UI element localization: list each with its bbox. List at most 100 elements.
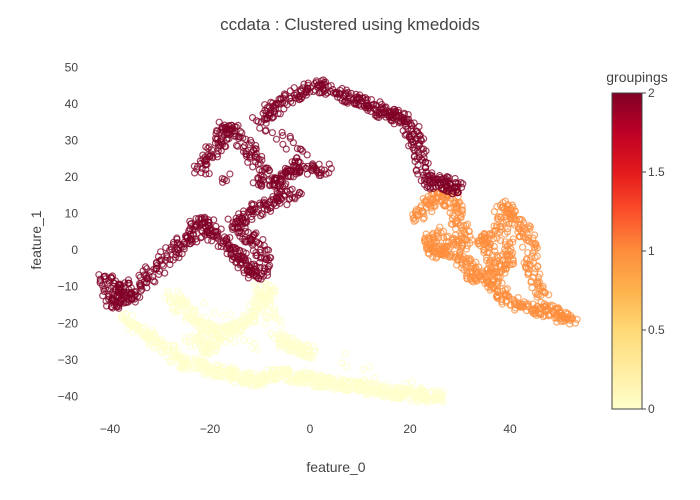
colorbar: groupings 0 0.5 1 1.5 2 (606, 69, 668, 416)
data-point (494, 287, 502, 295)
data-point (429, 233, 437, 241)
data-point (553, 314, 561, 322)
data-point (286, 94, 294, 103)
data-point (493, 268, 501, 276)
data-point (234, 142, 242, 150)
data-point (439, 244, 447, 252)
data-point (518, 303, 526, 311)
data-point (204, 151, 212, 159)
data-point (266, 261, 274, 270)
data-point (182, 316, 190, 324)
data-point (335, 90, 343, 98)
data-point (303, 84, 311, 92)
data-point (260, 305, 268, 313)
data-point (463, 275, 471, 283)
data-point (308, 352, 316, 360)
data-point (412, 216, 420, 224)
data-point (446, 180, 454, 188)
data-point (213, 367, 221, 375)
data-point (524, 236, 532, 244)
data-point (262, 374, 270, 382)
data-point (102, 302, 111, 310)
x-tick-label: −40 (100, 422, 121, 436)
data-point (256, 290, 264, 298)
y-tick-label: 30 (65, 133, 79, 147)
data-point (261, 320, 269, 328)
data-point (210, 232, 218, 240)
data-point (231, 247, 239, 255)
data-point (192, 335, 200, 343)
data-point (378, 103, 386, 111)
data-point (202, 143, 210, 151)
data-point (185, 338, 193, 346)
data-point (166, 246, 174, 254)
data-point (235, 253, 243, 261)
data-point (359, 365, 367, 373)
data-point (123, 317, 131, 325)
data-point (190, 309, 198, 317)
data-point (234, 229, 242, 237)
data-point (296, 188, 304, 196)
data-point (518, 243, 527, 251)
data-point (229, 223, 237, 231)
data-point (325, 160, 333, 168)
data-point (282, 145, 290, 153)
data-point (173, 308, 181, 316)
data-point (474, 237, 482, 245)
chart-title: ccdata : Clustered using kmedoids (220, 15, 480, 34)
data-point (417, 136, 425, 144)
data-point (424, 398, 432, 406)
y-axis-title: feature_1 (28, 210, 44, 269)
data-point (156, 257, 164, 265)
data-point (279, 132, 287, 140)
data-point (210, 309, 218, 317)
data-point (256, 263, 264, 272)
data-point (243, 321, 251, 329)
data-point (212, 371, 220, 379)
data-point (471, 275, 479, 283)
data-point (308, 167, 316, 175)
data-point (224, 125, 232, 133)
data-point (303, 170, 311, 178)
data-point (447, 220, 455, 228)
data-point (453, 216, 461, 225)
y-tick-label: 50 (65, 60, 79, 74)
data-point (573, 315, 581, 323)
data-point (454, 255, 462, 263)
data-point (399, 114, 407, 122)
data-point (222, 142, 230, 151)
data-point (411, 146, 419, 155)
data-point (144, 332, 152, 340)
data-point (315, 89, 323, 97)
data-point (235, 210, 243, 218)
data-point (257, 275, 265, 283)
data-point (136, 273, 144, 281)
data-point (137, 282, 145, 290)
data-point (371, 374, 379, 382)
data-point (525, 238, 533, 246)
colorbar-ticks: 0 0.5 1 1.5 2 (642, 86, 665, 416)
data-point (313, 373, 321, 382)
data-point (241, 228, 250, 236)
data-point (108, 272, 117, 280)
data-point (202, 166, 210, 174)
data-point (413, 211, 421, 219)
data-point (217, 147, 225, 155)
data-point (149, 277, 157, 285)
y-tick-label: −40 (58, 389, 79, 403)
data-point (457, 212, 465, 221)
data-point (286, 132, 294, 140)
data-point (255, 155, 263, 163)
x-axis-ticks: −40 −20 0 20 40 (100, 422, 517, 436)
colorbar-tick-label: 0.5 (648, 323, 665, 337)
data-point (494, 215, 502, 223)
data-point (277, 175, 285, 183)
data-point (283, 367, 291, 375)
data-point (225, 122, 233, 130)
data-point (252, 262, 260, 270)
data-point (182, 240, 190, 248)
data-point (171, 296, 179, 304)
data-point (166, 358, 174, 366)
y-axis-ticks: −40 −30 −20 −10 0 10 20 30 40 50 (58, 60, 79, 403)
